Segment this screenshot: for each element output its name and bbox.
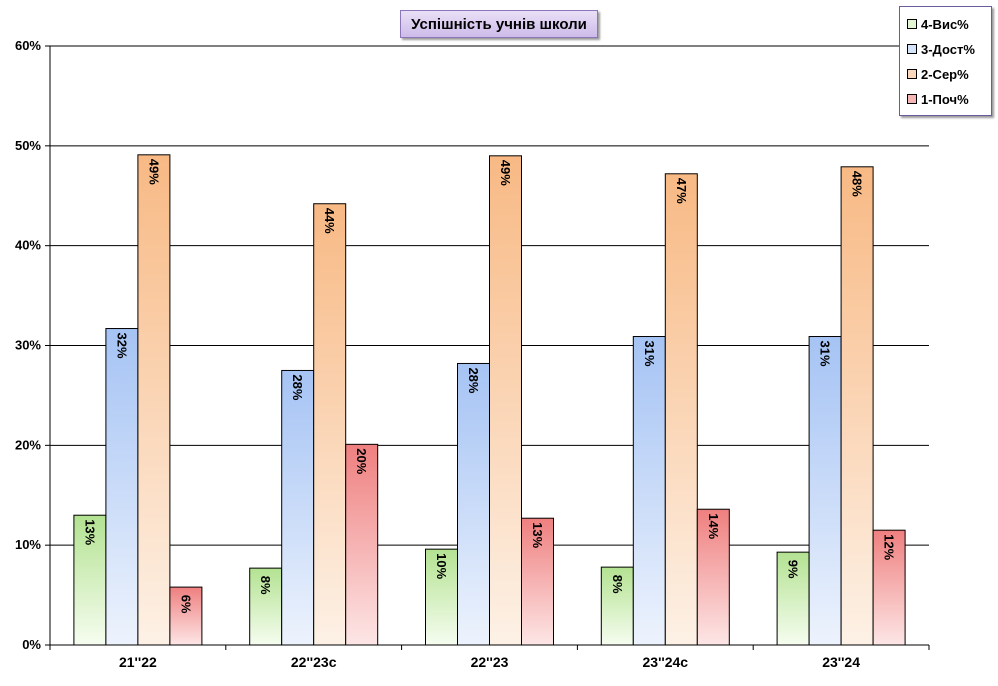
data-label: 20% xyxy=(354,448,369,474)
data-label: 47% xyxy=(674,178,689,204)
y-tick-label: 40% xyxy=(15,238,41,253)
data-label: 49% xyxy=(498,160,513,186)
data-label: 48% xyxy=(850,171,865,197)
bar xyxy=(489,155,522,646)
y-tick-label: 10% xyxy=(15,537,41,552)
legend-item-4-vys: 4-Вис% xyxy=(907,15,969,33)
x-category-label: 22''23с xyxy=(291,654,337,670)
data-label: 49% xyxy=(146,159,161,185)
x-category-label: 21''22 xyxy=(119,654,157,670)
bar xyxy=(457,362,490,646)
bar xyxy=(137,154,171,646)
bar xyxy=(696,508,730,646)
legend-item-3-dost: 3-Дост% xyxy=(907,40,975,58)
bar xyxy=(281,369,315,646)
legend-label-4-vys: 4-Вис% xyxy=(921,16,969,32)
data-label: 6% xyxy=(178,595,193,614)
data-label: 14% xyxy=(706,513,721,539)
data-label: 28% xyxy=(466,367,481,393)
legend-label-3-dost: 3-Дост% xyxy=(921,41,975,57)
data-label: 31% xyxy=(642,340,657,366)
legend-swatch-2-ser xyxy=(907,69,917,79)
bar xyxy=(808,336,842,646)
data-label: 9% xyxy=(786,560,801,579)
x-category-label: 22''23 xyxy=(471,654,509,670)
bar xyxy=(632,336,666,646)
data-label: 28% xyxy=(290,374,305,400)
data-label: 44% xyxy=(322,208,337,234)
legend-swatch-4-vys xyxy=(907,19,917,29)
legend-swatch-1-poch xyxy=(907,94,917,104)
x-category-label: 23''24 xyxy=(822,654,860,670)
legend-swatch-3-dost xyxy=(907,44,917,54)
legend-label-2-ser: 2-Сер% xyxy=(921,66,969,82)
chart-title: Успішність учнів школи xyxy=(400,10,598,38)
bar xyxy=(313,203,347,646)
legend-item-1-poch: 1-Поч% xyxy=(907,90,969,108)
y-tick-label: 0% xyxy=(22,637,41,652)
data-label: 31% xyxy=(818,340,833,366)
data-label: 13% xyxy=(82,519,97,545)
bar xyxy=(664,173,698,646)
bar xyxy=(840,166,874,646)
bar xyxy=(105,328,139,646)
y-tick-label: 50% xyxy=(15,138,41,153)
bar xyxy=(249,567,283,646)
data-label: 8% xyxy=(258,576,273,595)
y-tick-label: 60% xyxy=(15,38,41,53)
y-tick-label: 30% xyxy=(15,338,41,353)
data-label: 8% xyxy=(610,575,625,594)
data-label: 10% xyxy=(434,553,449,579)
legend-item-2-ser: 2-Сер% xyxy=(907,65,969,83)
bar xyxy=(521,517,554,646)
data-label: 12% xyxy=(882,534,897,560)
bar xyxy=(872,529,906,646)
data-label: 13% xyxy=(530,522,545,548)
y-tick-label: 20% xyxy=(15,437,41,452)
legend: 4-Вис% 3-Дост% 2-Сер% 1-Поч% xyxy=(899,6,992,116)
x-category-label: 23''24с xyxy=(643,654,689,670)
bar xyxy=(345,443,379,646)
legend-label-1-poch: 1-Поч% xyxy=(921,91,969,107)
data-label: 32% xyxy=(114,333,129,359)
